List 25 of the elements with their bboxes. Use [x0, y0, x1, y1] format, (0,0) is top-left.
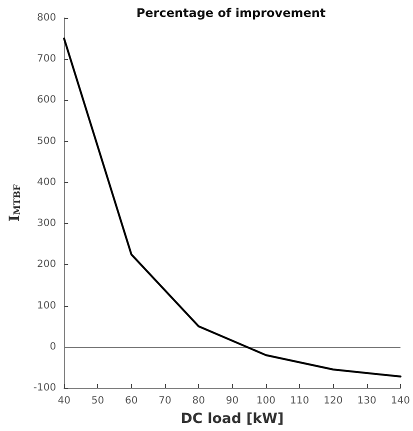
y-tick-label: -100 [33, 382, 56, 394]
chart-title: Percentage of improvement [136, 6, 326, 20]
x-tick-label: 140 [390, 396, 410, 406]
y-tick-label: 200 [37, 259, 56, 270]
y-tick-label: 400 [37, 176, 56, 188]
x-tick-label: 70 [158, 396, 172, 406]
y-tick-label: 500 [37, 136, 56, 147]
x-tick-label: 130 [357, 396, 376, 406]
y-tick-label: 800 [37, 12, 56, 24]
y-axis-title: IMTBF [7, 184, 23, 222]
x-axis-title: DC load [kW] [180, 411, 284, 427]
line-series [63, 38, 402, 378]
y-tick-label: 0 [50, 341, 56, 352]
x-tick-label: 50 [91, 396, 104, 406]
y-tick-label: 100 [37, 300, 56, 312]
x-tick-label: 100 [256, 396, 276, 406]
x-tick-label: 90 [226, 396, 239, 406]
y-tick-label: 300 [37, 218, 56, 230]
x-tick-label: 60 [125, 396, 138, 406]
x-tick-label: 80 [192, 396, 206, 406]
y-tick-label: 700 [37, 54, 56, 65]
y-tick-label: 600 [37, 94, 56, 106]
x-tick-label: 110 [290, 396, 310, 406]
x-tick-label: 40 [58, 396, 70, 406]
x-tick-label: 120 [324, 396, 343, 406]
